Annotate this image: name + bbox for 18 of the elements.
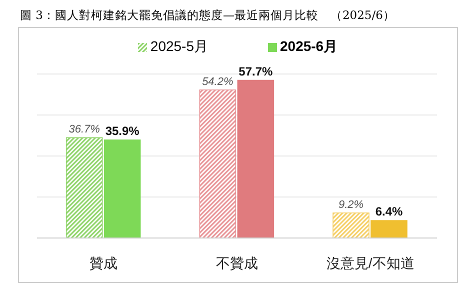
legend-label: 2025-6月	[279, 38, 338, 56]
bar	[370, 220, 408, 238]
bar	[66, 137, 103, 238]
bar	[199, 89, 236, 238]
x-tick-label: 贊成	[90, 254, 118, 271]
data-label: 57.7%	[238, 64, 274, 78]
x-tick-label: 不贊成	[216, 254, 258, 271]
bar	[332, 212, 370, 238]
legend-label: 2025-5月	[149, 38, 208, 56]
x-tick-label: 沒意見/不知道	[326, 254, 414, 271]
data-label: 6.4%	[375, 204, 403, 219]
chart-title: 圖 3：國人對柯建銘大罷免倡議的態度—最近兩個月比較 （2025/6）	[20, 8, 396, 23]
bar	[104, 139, 141, 238]
data-label: 36.7%	[68, 124, 100, 136]
data-label: 35.9%	[105, 124, 140, 138]
data-label: 9.2%	[338, 198, 364, 211]
bar	[237, 80, 274, 238]
data-label: 54.2%	[202, 76, 234, 88]
